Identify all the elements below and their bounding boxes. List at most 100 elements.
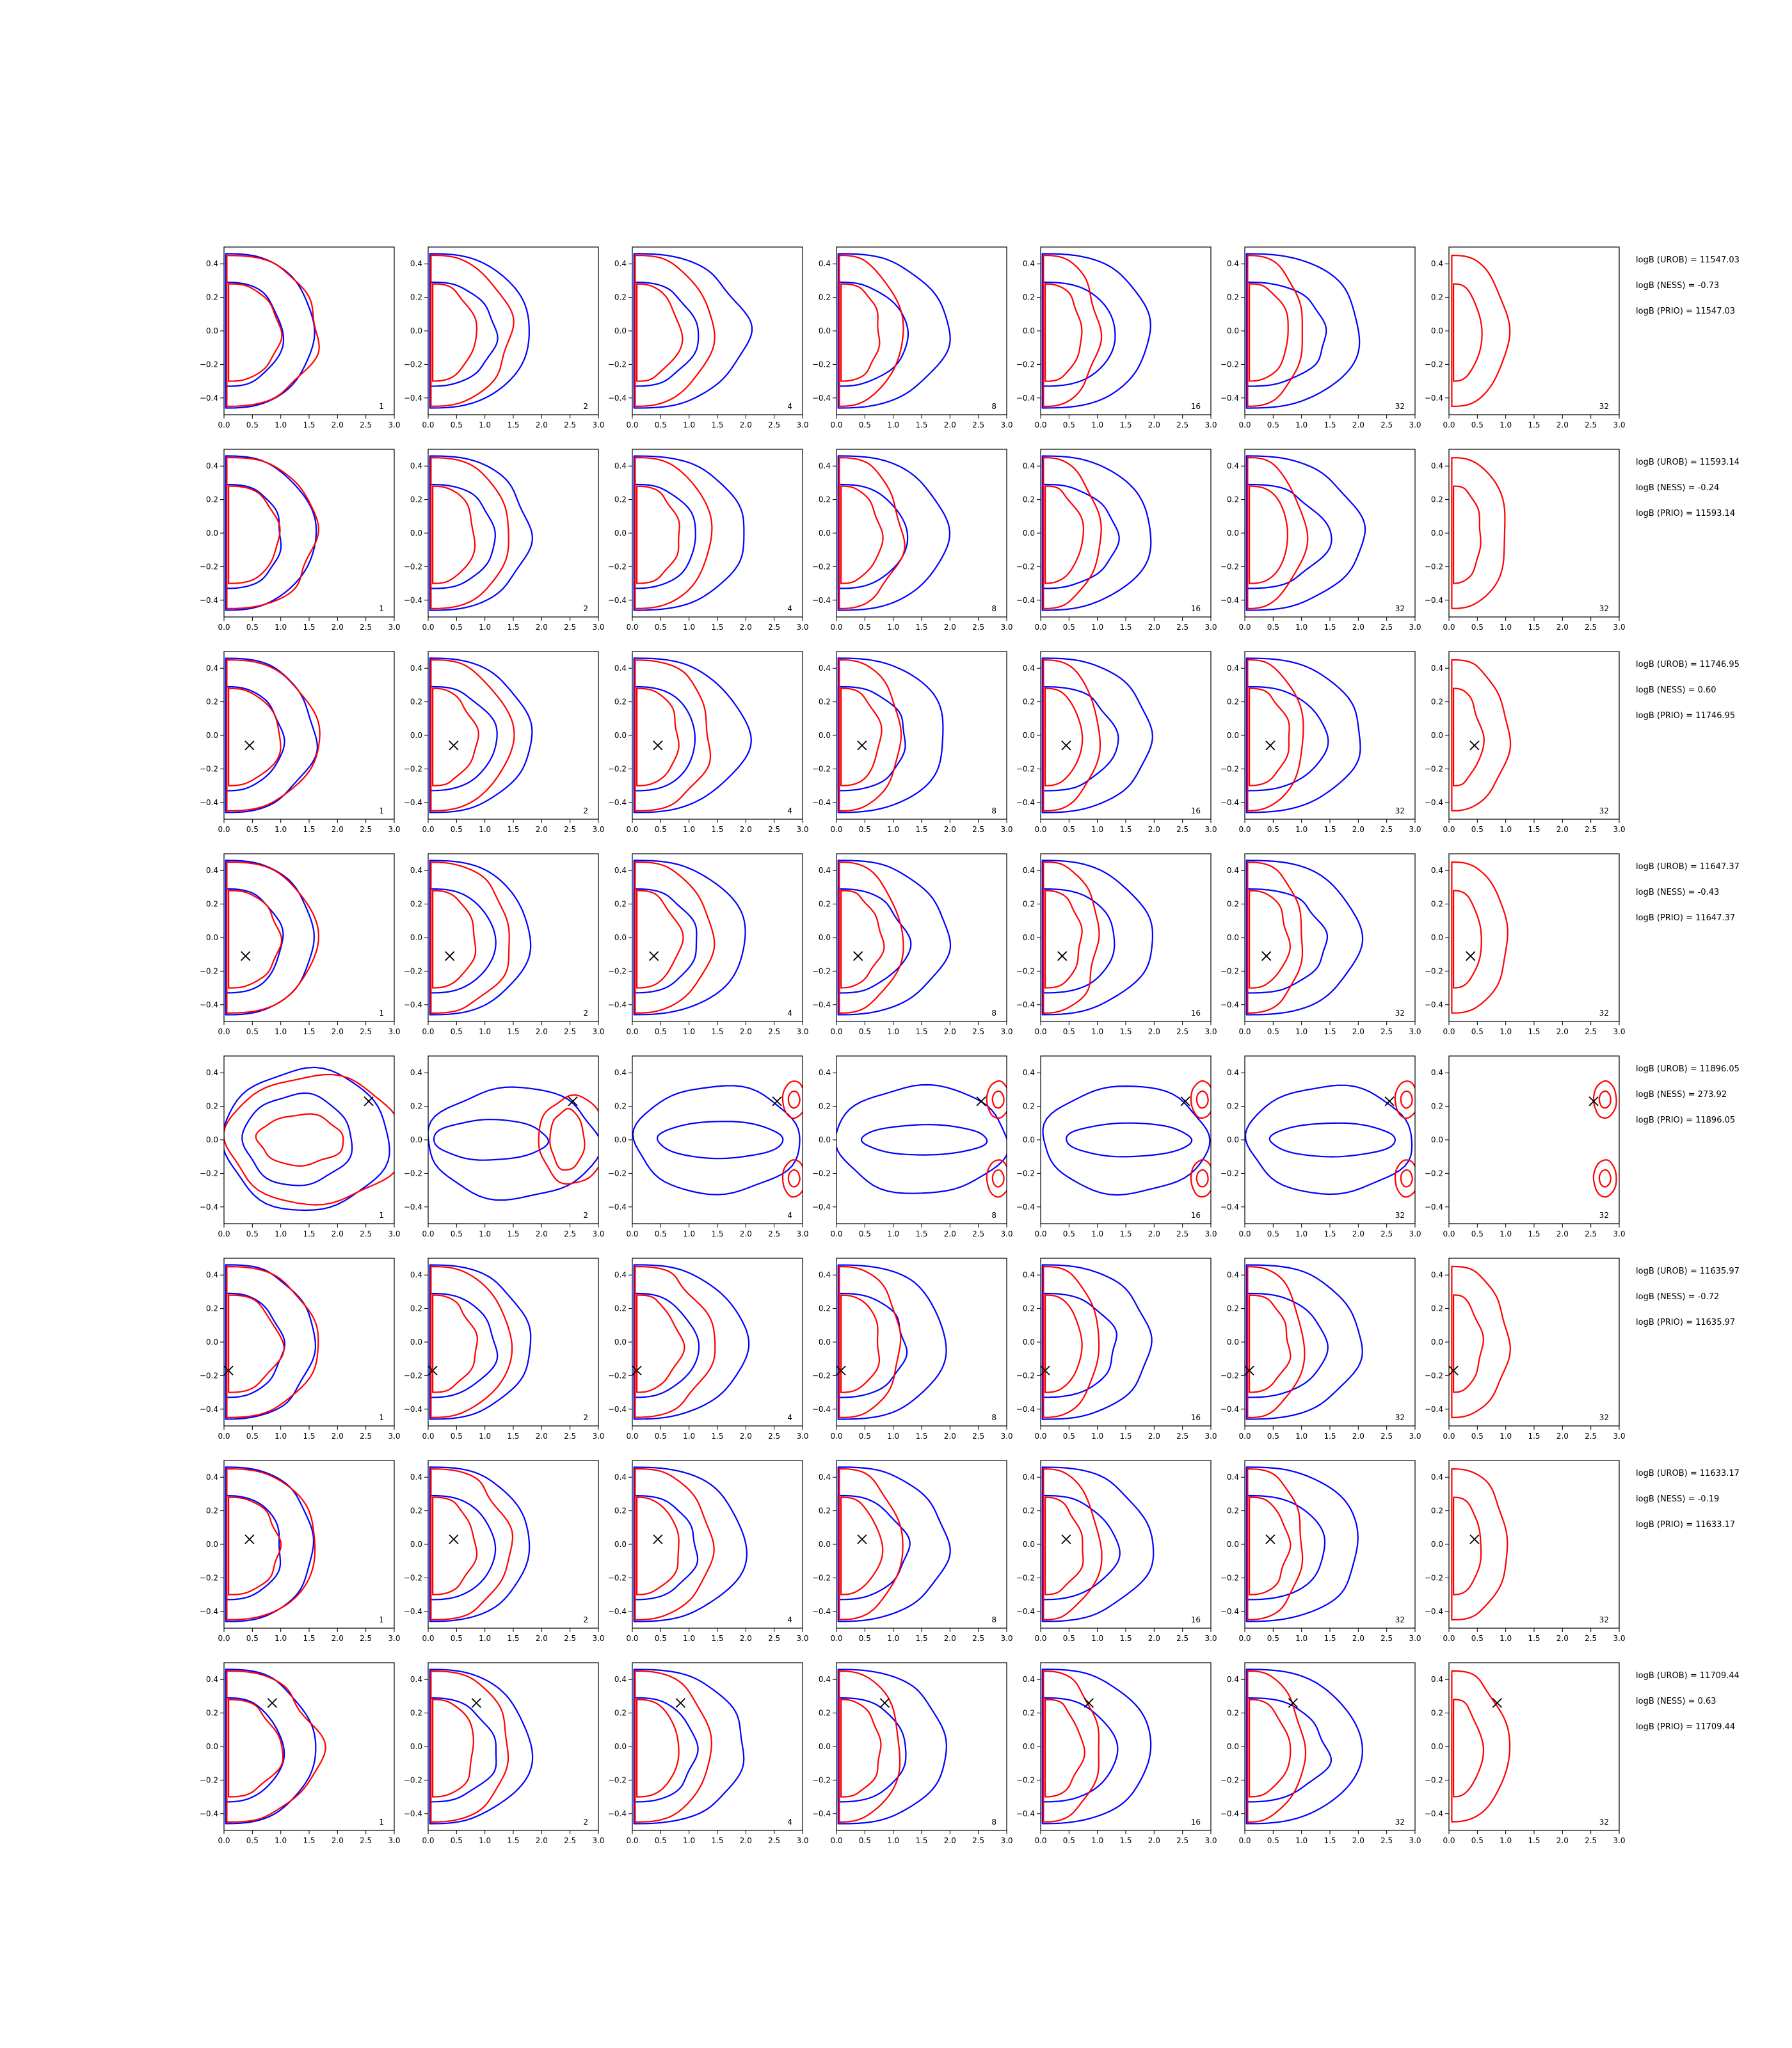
y-tick-label: −0.4 — [608, 798, 627, 807]
x-tick-label: 2.0 — [332, 1027, 344, 1036]
true-value-marker — [267, 1698, 278, 1708]
blue-contour-2 — [225, 484, 282, 589]
x-tick-label: 0.5 — [859, 1836, 871, 1845]
true-value-marker — [223, 1365, 234, 1376]
y-tick-label: −0.4 — [608, 394, 627, 403]
y-tick-label: −0.4 — [404, 1000, 422, 1009]
x-tick-label: 1.0 — [683, 1432, 695, 1441]
y-tick-label: 0.2 — [1227, 495, 1239, 504]
x-tick-label: 3.0 — [592, 1836, 604, 1845]
panel-label: 1 — [379, 1009, 384, 1018]
x-tick-label: 0.0 — [1443, 825, 1455, 834]
red-contour-1 — [1451, 457, 1506, 609]
blue-contour-2 — [225, 888, 284, 994]
red-contour-3 — [1394, 1080, 1415, 1119]
row-stat-3: logB (PRIO) = 11746.95 — [1636, 711, 1735, 721]
y-tick-label: −0.2 — [608, 1169, 627, 1178]
figure-row-3: 0.0 0.5 1.0 1.5 2.0 2.5 3.00.40.20.0−0.2−0.410… — [200, 651, 1740, 834]
x-tick-label: 0.0 — [626, 1836, 638, 1845]
row-stat-3: logB (PRIO) = 11633.17 — [1636, 1520, 1735, 1530]
x-tick-label: 2.0 — [740, 623, 752, 632]
panel-frame — [428, 246, 599, 415]
x-tick-label: 2.0 — [536, 1836, 548, 1845]
true-value-marker — [653, 740, 663, 751]
y-tick-label: −0.2 — [1220, 966, 1239, 975]
x-tick-label: 2.5 — [768, 1229, 780, 1238]
x-tick-label: 3.0 — [388, 420, 400, 429]
x-tick-label: 0.0 — [830, 1836, 842, 1845]
y-tick-label: 0.0 — [819, 1540, 831, 1549]
y-tick-label: −0.4 — [1220, 1809, 1239, 1818]
panel-frame — [1040, 1258, 1212, 1427]
blue-contour-1 — [429, 253, 530, 409]
x-tick-label: 2.5 — [564, 1432, 576, 1441]
true-value-marker — [632, 1365, 642, 1376]
y-tick-label: −0.4 — [200, 1809, 218, 1818]
x-tick-label: 1.5 — [1119, 420, 1132, 429]
x-tick-label: 2.5 — [1176, 1432, 1188, 1441]
red-contour-2 — [1453, 1294, 1484, 1393]
y-tick-label: −0.2 — [812, 562, 831, 571]
y-tick-label: 0.4 — [410, 461, 422, 470]
y-tick-label: −0.2 — [1425, 1169, 1443, 1178]
x-tick-label: 1.5 — [915, 825, 927, 834]
y-tick-label: 0.4 — [206, 1270, 218, 1279]
y-tick-label: 0.4 — [410, 259, 422, 268]
y-tick-label: 0.2 — [206, 293, 218, 302]
contour-lines — [1041, 253, 1151, 409]
red-contour-3 — [634, 861, 716, 1014]
x-tick-label: 0.5 — [859, 825, 871, 834]
panel-label: 4 — [787, 1413, 792, 1422]
y-tick-label: −0.4 — [812, 1607, 831, 1616]
red-contour-3 — [1043, 1468, 1103, 1620]
x-tick-label: 2.5 — [360, 1229, 372, 1238]
blue-contour-1 — [1245, 1466, 1359, 1622]
x-tick-label: 2.5 — [1176, 1027, 1188, 1036]
x-tick-label: 2.0 — [1556, 1432, 1569, 1441]
x-tick-label: 2.0 — [1556, 1634, 1569, 1643]
x-tick-label: 0.0 — [1238, 825, 1251, 834]
panel-frame — [428, 1460, 599, 1629]
contour-lines — [225, 657, 321, 813]
x-tick-label: 0.5 — [1267, 420, 1279, 429]
panel-frame — [836, 1662, 1007, 1831]
contour-lines — [1042, 1080, 1211, 1198]
blue-contour-2 — [225, 685, 285, 792]
x-tick-label: 0.0 — [1443, 420, 1455, 429]
red-contour-3 — [838, 254, 904, 407]
y-tick-label: 0.4 — [1227, 461, 1239, 470]
panel-label: 16 — [1191, 1211, 1201, 1220]
contour-lines — [1245, 455, 1366, 611]
contour-lines — [1041, 1264, 1153, 1420]
x-tick-label: 2.0 — [740, 1027, 752, 1036]
x-tick-label: 1.0 — [1500, 1432, 1512, 1441]
x-tick-label: 2.5 — [360, 1634, 372, 1643]
y-tick-label: 0.4 — [1023, 1068, 1035, 1077]
blue-contour-1 — [224, 1066, 390, 1212]
red-contour-3 — [1247, 255, 1303, 407]
panel-label: 32 — [1599, 806, 1609, 815]
contour-lines — [1245, 657, 1361, 813]
contour-lines — [1451, 1265, 1511, 1418]
y-tick-label: 0.4 — [1227, 1068, 1239, 1077]
contour-panel-r5-c1: 0.0 0.5 1.0 1.5 2.0 2.5 3.0 0.4 0.2 0.0 −0.2 −0.4 1 — [200, 1055, 401, 1238]
blue-contour-1 — [633, 455, 745, 611]
blue-contour-2 — [225, 1697, 285, 1803]
panel-frame — [1244, 853, 1416, 1022]
x-tick-label: 2.5 — [972, 1027, 984, 1036]
y-tick-label: −0.4 — [1425, 394, 1443, 403]
blue-contour-2 — [1041, 1292, 1117, 1398]
y-tick-label: 0.4 — [410, 664, 422, 673]
x-tick-label: 1.0 — [1295, 420, 1308, 429]
x-tick-label: 3.0 — [388, 1836, 400, 1845]
panel-label: 32 — [1599, 1818, 1609, 1827]
row-stat-3: logB (PRIO) = 11547.03 — [1636, 307, 1735, 316]
contour-panel-r6-c5: 0.0 0.5 1.0 1.5 2.0 2.5 3.0 0.4 0.2 0.0 −0.2 −0.4 16 — [1016, 1258, 1217, 1441]
y-tick-label: 0.4 — [1431, 461, 1443, 470]
x-tick-label: 0.0 — [1238, 1836, 1251, 1845]
x-tick-label: 1.5 — [915, 623, 927, 632]
row-stat-2: logB (NESS) = 0.63 — [1636, 1697, 1716, 1706]
x-tick-label: 0.5 — [1063, 1229, 1075, 1238]
contour-panel-r4-c3: 0.0 0.5 1.0 1.5 2.0 2.5 3.0 0.4 0.2 0.0 −0.2 −0.4 4 — [608, 853, 809, 1036]
x-tick-label: 2.5 — [768, 420, 780, 429]
